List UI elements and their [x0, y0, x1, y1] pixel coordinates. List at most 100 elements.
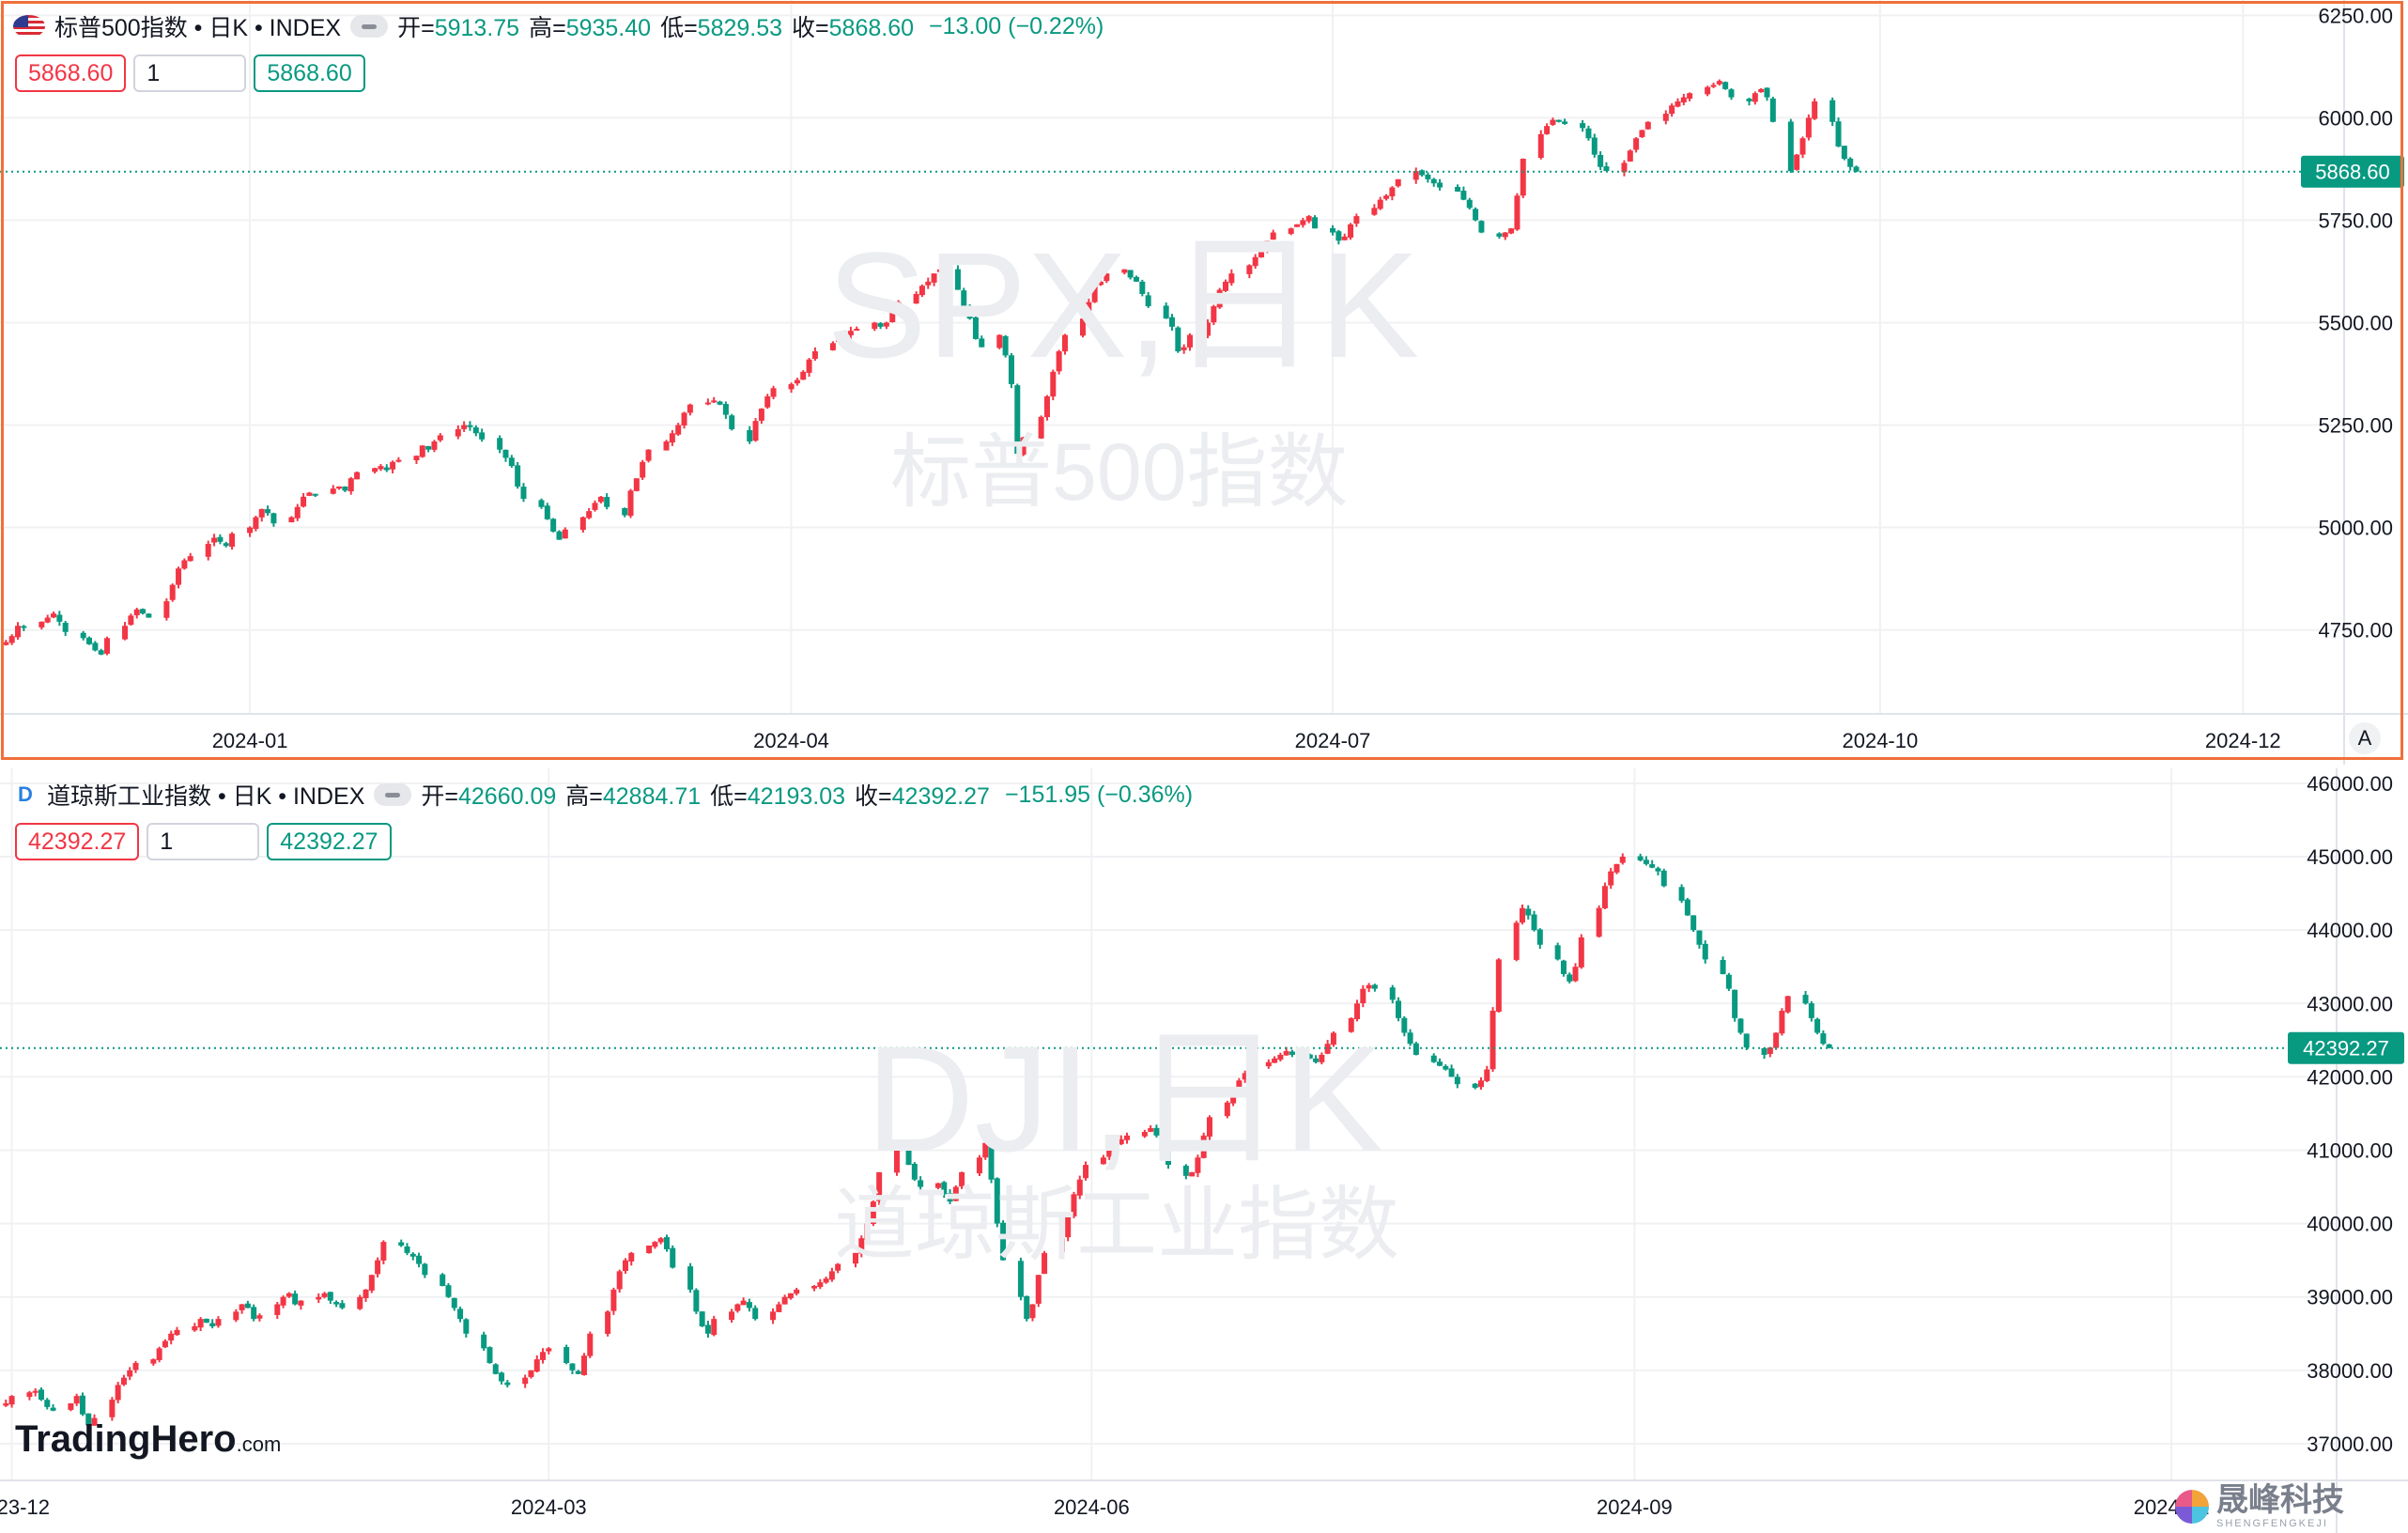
candle-body [1596, 907, 1602, 937]
candle [56, 611, 63, 627]
spx-legend: 标普500指数 • 日K • INDEX 开=5913.75 高=5935.40… [13, 9, 1104, 43]
candle-body [1242, 1073, 1248, 1080]
legend-collapse-toggle[interactable] [374, 783, 412, 806]
candle [1460, 186, 1467, 201]
candle [1412, 167, 1419, 184]
dji-watermark: DJI,日K [866, 1014, 1384, 1183]
candle-body [622, 1260, 628, 1272]
candle [354, 471, 361, 480]
price-tick-label: 5000.00 [2318, 517, 2393, 540]
candle [274, 1302, 281, 1320]
candle-body [1264, 240, 1271, 251]
candle [1079, 316, 1086, 338]
candle [711, 1315, 718, 1337]
candle-body [1353, 216, 1360, 225]
candle-body [817, 1282, 824, 1288]
sell-price-button[interactable]: 42392.27 [15, 823, 140, 860]
candle-body [79, 1395, 85, 1415]
candle-body [1773, 1032, 1780, 1048]
price-axis-labels: 6250.00 6000.00 5750.00 5500.00 5250.00 5000.… [2318, 4, 2393, 642]
candle-body [1042, 1252, 1048, 1275]
candle-body [1710, 85, 1717, 87]
spx-chart-panel[interactable]: SPX,日K 标普500指数 5868.60 6250.00 6000.00 5750… [0, 0, 2408, 765]
price-tick-label: 5500.00 [2318, 311, 2393, 334]
candle [440, 1273, 446, 1287]
candle-body [1591, 137, 1598, 155]
candle-body [92, 643, 99, 651]
candle-body [758, 409, 764, 421]
candle [876, 1171, 883, 1205]
candle [1580, 119, 1586, 132]
candle [1247, 1063, 1254, 1077]
sell-price-button[interactable]: 5868.60 [15, 54, 127, 92]
candle-body [1312, 217, 1319, 229]
quantity-input[interactable]: 1 [147, 823, 260, 860]
price-tick-label: 46000.00 [2307, 772, 2393, 796]
candle [86, 636, 93, 645]
candle-body [1112, 1142, 1119, 1151]
candle-body [1017, 1261, 1024, 1297]
candle [729, 1308, 735, 1324]
buy-price-button[interactable]: 42392.27 [267, 823, 392, 860]
candle-body [1572, 967, 1579, 982]
candle-body [21, 626, 27, 628]
dji-legend-title[interactable]: 道琼斯工业指数 • 日K • INDEX [47, 783, 365, 810]
candle [1330, 1031, 1336, 1047]
candle [1319, 1052, 1325, 1065]
candle-body [1247, 1065, 1254, 1075]
candle [38, 1387, 44, 1401]
candle-body [966, 305, 973, 319]
candle-body [947, 1193, 953, 1202]
candle-body [1050, 371, 1057, 397]
candle [581, 1353, 587, 1376]
candle-body [905, 1142, 912, 1166]
buy-price-button[interactable]: 5868.60 [254, 54, 365, 92]
candle-body [1598, 154, 1604, 167]
candle-body [451, 1297, 457, 1308]
candle-body [98, 650, 104, 655]
candle-body [1377, 199, 1383, 209]
candle [1513, 921, 1520, 962]
candle-body [1639, 130, 1645, 137]
candle-body [481, 1334, 487, 1349]
candle [1354, 999, 1361, 1022]
legend-collapse-toggle[interactable] [350, 15, 389, 38]
candle-body [550, 519, 557, 532]
dji-chart-panel[interactable]: DJI,日K 道琼斯工业指数 42392.27 46000.00 45000.00 4… [0, 768, 2408, 1533]
candle [604, 493, 610, 510]
candle-body [1448, 1068, 1455, 1077]
spx-legend-title[interactable]: 标普500指数 • 日K • INDEX [54, 15, 342, 41]
candle-body [746, 1302, 752, 1308]
candle-body [806, 359, 812, 373]
price-tick-label: 43000.00 [2307, 992, 2393, 1015]
candle-body [911, 1163, 918, 1180]
candle-body [1853, 166, 1860, 172]
candle [752, 417, 759, 442]
candle [1437, 1058, 1443, 1067]
candle-body [1690, 915, 1697, 931]
open-value: 42660.09 [457, 783, 557, 810]
candle-body [336, 486, 343, 489]
candle [1076, 1175, 1083, 1200]
candle [681, 411, 687, 429]
candle-body [62, 623, 69, 632]
candle [156, 1346, 162, 1363]
candle-body [959, 1171, 965, 1187]
candle-body [404, 1247, 410, 1253]
candle [546, 1347, 552, 1355]
spx-candlestick-chart[interactable]: 5868.60 6250.00 6000.00 5750.00 5500.00 5250.… [0, 0, 2408, 765]
candle [133, 607, 140, 619]
auto-scale-button[interactable]: A [2349, 722, 2381, 754]
candle [1619, 853, 1626, 865]
candle-body [663, 441, 670, 451]
candle-body [776, 1304, 782, 1312]
candle [569, 1363, 576, 1375]
candle-body [1065, 1216, 1072, 1238]
dji-candlestick-chart[interactable]: 42392.27 46000.00 45000.00 44000.00 43000.00… [0, 768, 2408, 1533]
candle [913, 291, 919, 304]
candle-body [205, 543, 211, 557]
quantity-input[interactable]: 1 [133, 54, 247, 92]
candle [499, 1371, 505, 1385]
candle-body [1802, 995, 1809, 1004]
candle-body [645, 449, 652, 461]
